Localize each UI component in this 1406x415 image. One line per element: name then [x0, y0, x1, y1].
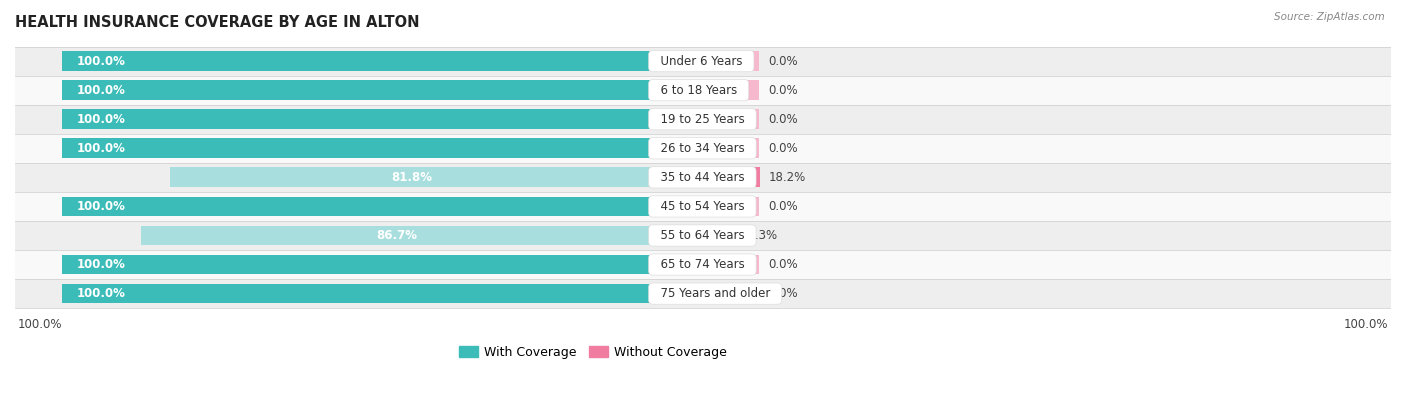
Bar — [62, 51, 652, 71]
Text: 0.0%: 0.0% — [768, 258, 797, 271]
Bar — [170, 168, 652, 187]
Text: 55 to 64 Years: 55 to 64 Years — [652, 229, 752, 242]
Text: 100.0%: 100.0% — [77, 200, 127, 213]
Text: 35 to 44 Years: 35 to 44 Years — [652, 171, 752, 184]
Bar — [652, 255, 759, 274]
Bar — [652, 80, 759, 100]
FancyBboxPatch shape — [15, 105, 1391, 134]
Text: 100.0%: 100.0% — [77, 287, 127, 300]
Text: 6 to 18 Years: 6 to 18 Years — [652, 84, 745, 97]
FancyBboxPatch shape — [15, 163, 1391, 192]
Text: 86.7%: 86.7% — [377, 229, 418, 242]
Bar — [62, 284, 652, 303]
FancyBboxPatch shape — [15, 76, 1391, 105]
Text: 26 to 34 Years: 26 to 34 Years — [652, 142, 752, 155]
Text: 100.0%: 100.0% — [77, 84, 127, 97]
Bar — [62, 197, 652, 216]
Text: 75 Years and older: 75 Years and older — [652, 287, 778, 300]
Bar — [652, 109, 759, 129]
Bar — [141, 226, 652, 245]
Text: 0.0%: 0.0% — [768, 200, 797, 213]
FancyBboxPatch shape — [15, 279, 1391, 308]
Text: 0.0%: 0.0% — [768, 84, 797, 97]
FancyBboxPatch shape — [15, 134, 1391, 163]
Bar — [652, 139, 759, 158]
Text: 100.0%: 100.0% — [77, 55, 127, 68]
Text: 18.2%: 18.2% — [769, 171, 807, 184]
Text: 19 to 25 Years: 19 to 25 Years — [652, 113, 752, 126]
Text: 13.3%: 13.3% — [740, 229, 778, 242]
Text: 100.0%: 100.0% — [77, 258, 127, 271]
Text: 0.0%: 0.0% — [768, 113, 797, 126]
Text: HEALTH INSURANCE COVERAGE BY AGE IN ALTON: HEALTH INSURANCE COVERAGE BY AGE IN ALTO… — [15, 15, 419, 30]
Bar — [62, 80, 652, 100]
Text: 0.0%: 0.0% — [768, 142, 797, 155]
Text: 100.0%: 100.0% — [18, 318, 62, 331]
Bar — [652, 226, 731, 245]
Legend: With Coverage, Without Coverage: With Coverage, Without Coverage — [454, 341, 733, 364]
FancyBboxPatch shape — [15, 46, 1391, 76]
Text: 65 to 74 Years: 65 to 74 Years — [652, 258, 752, 271]
Text: 100.0%: 100.0% — [77, 142, 127, 155]
Bar — [62, 255, 652, 274]
Text: 100.0%: 100.0% — [1344, 318, 1388, 331]
Text: 45 to 54 Years: 45 to 54 Years — [652, 200, 752, 213]
Bar — [652, 197, 759, 216]
Text: 0.0%: 0.0% — [768, 55, 797, 68]
Bar — [652, 168, 761, 187]
Text: Source: ZipAtlas.com: Source: ZipAtlas.com — [1274, 12, 1385, 22]
Bar — [62, 139, 652, 158]
Bar — [652, 51, 759, 71]
FancyBboxPatch shape — [15, 250, 1391, 279]
Text: 100.0%: 100.0% — [77, 113, 127, 126]
Bar — [652, 284, 759, 303]
FancyBboxPatch shape — [15, 221, 1391, 250]
FancyBboxPatch shape — [15, 192, 1391, 221]
Text: 81.8%: 81.8% — [391, 171, 432, 184]
Bar — [62, 109, 652, 129]
Text: Under 6 Years: Under 6 Years — [652, 55, 749, 68]
Text: 0.0%: 0.0% — [768, 287, 797, 300]
